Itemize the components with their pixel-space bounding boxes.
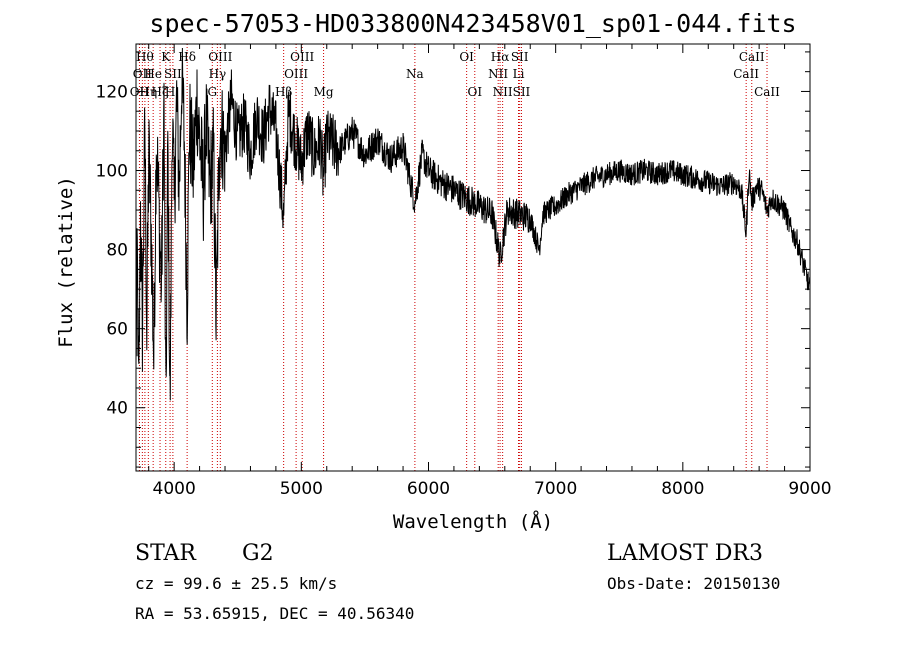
spectral-line-label: OIII [284, 67, 308, 81]
plot-frame [135, 43, 811, 472]
y-axis-label: Flux (relative) [55, 176, 77, 348]
chart-title: spec-57053-HD033800N423458V01_sp01-044.f… [149, 9, 796, 38]
spectral-line-label: CaII [739, 50, 765, 64]
observation-date: Obs-Date: 20150130 [607, 574, 780, 593]
spectral-line-label: Hη [140, 85, 158, 99]
spectral-line-label: Hγ [209, 67, 227, 81]
y-tick-label: 80 [106, 241, 128, 261]
spectral-line-label: CaII [733, 67, 759, 81]
subclass: G2 [242, 541, 274, 566]
spectral-line-label: Hβ [275, 85, 292, 99]
spectral-line-label: Hθ [136, 50, 154, 64]
spectral-line-label: OII [133, 67, 153, 81]
spectral-line-label: OI [459, 50, 474, 64]
y-tick-label: 120 [96, 82, 128, 102]
spectral-line-label: H [165, 85, 175, 99]
spectral-line-label: Hα [491, 50, 510, 64]
object-type: STAR [135, 541, 197, 566]
x-tick-label: 6000 [407, 479, 450, 499]
spectral-line-markers [138, 44, 768, 471]
spectral-line-label: OIII [208, 50, 232, 64]
x-axis-ticks: 4000 5000 6000 7000 8000 9000 [148, 44, 832, 499]
spectral-line-label: Hζ [152, 85, 169, 99]
redshift-velocity: cz = 99.6 ± 25.5 km/s [135, 574, 337, 593]
y-tick-label: 100 [96, 162, 128, 182]
x-tick-label: 4000 [153, 479, 196, 499]
spectral-line-label: Hδ [178, 50, 196, 64]
spectral-line-label: K [161, 50, 171, 64]
y-axis-ticks: 40 60 80 100 120 [96, 51, 810, 468]
survey-name: LAMOST DR3 [607, 541, 763, 566]
spectral-line-label: SII [164, 67, 182, 81]
spectrum-line [135, 47, 811, 401]
x-tick-label: 8000 [661, 479, 704, 499]
x-tick-label: 7000 [534, 479, 577, 499]
spectral-line-label: SII [511, 50, 529, 64]
spectral-line-label: OI [467, 85, 482, 99]
spectral-line-label: Li [513, 67, 525, 81]
coordinates: RA = 53.65915, DEC = 40.56340 [135, 604, 414, 623]
spectral-line-label: Na [406, 67, 424, 81]
spectral-line-label: Mg [314, 85, 334, 99]
spectral-line-label: NII [488, 67, 508, 81]
spectral-line-label: NII [493, 85, 513, 99]
spectral-line-label: He [144, 67, 162, 81]
x-tick-label: 9000 [788, 479, 831, 499]
spectral-line-label: SII [513, 85, 531, 99]
spectral-line-labels: OII OII Hθ Hη He Hζ K H SII Hδ G Hγ OIII Hβ OIII OIII Mg… [130, 50, 780, 99]
spectral-line-label: OII [130, 85, 150, 99]
spectral-line-label: OIII [290, 50, 314, 64]
y-tick-label: 40 [106, 399, 128, 419]
y-tick-label: 60 [106, 320, 128, 340]
x-tick-label: 5000 [280, 479, 323, 499]
spectral-line-label: CaII [754, 85, 780, 99]
spectral-line-label: G [208, 85, 218, 99]
x-axis-label: Wavelength (Å) [393, 510, 553, 533]
